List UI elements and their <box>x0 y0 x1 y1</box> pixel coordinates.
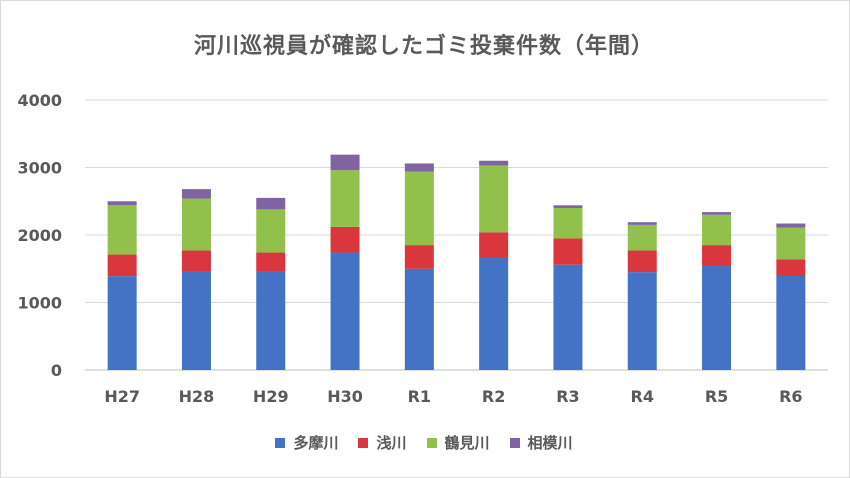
legend-label: 相模川 <box>527 434 573 452</box>
bar-4-H27 <box>107 201 137 206</box>
x-tick-label: H29 <box>253 387 289 406</box>
legend-swatch <box>358 437 369 448</box>
legend-item: 多摩川 <box>275 432 338 453</box>
bar-4-H30 <box>330 154 360 171</box>
bar-2-R4 <box>627 250 657 273</box>
bar-3-R2 <box>479 165 509 233</box>
bar-2-H28 <box>181 250 211 272</box>
legend-item: 相模川 <box>509 432 573 453</box>
legend-label: 多摩川 <box>293 434 339 452</box>
chart-legend: 多摩川 浅川 鶴見川 相模川 <box>0 432 848 453</box>
bar-4-R5 <box>702 212 732 215</box>
legend-label: 浅川 <box>376 434 407 452</box>
bar-3-H27 <box>107 205 137 255</box>
bar-3-R6 <box>776 227 806 260</box>
bar-1-R3 <box>553 264 583 370</box>
bar-2-R1 <box>404 245 434 269</box>
bar-2-H30 <box>330 226 360 253</box>
bar-4-R2 <box>479 160 509 166</box>
bar-4-H29 <box>256 197 286 210</box>
bar-2-H29 <box>256 252 286 272</box>
bar-4-H28 <box>181 189 211 199</box>
legend-swatch <box>426 437 437 448</box>
bar-1-R6 <box>776 275 806 370</box>
x-tick-label: H28 <box>179 387 215 406</box>
legend-swatch <box>509 437 520 448</box>
legend-label: 鶴見川 <box>444 434 490 452</box>
y-tick-label: 4000 <box>17 91 62 110</box>
y-tick-label: 3000 <box>17 159 62 178</box>
bar-4-R1 <box>404 163 434 172</box>
bar-3-R4 <box>627 224 657 251</box>
bar-3-R1 <box>404 171 434 246</box>
legend-item: 浅川 <box>358 432 407 453</box>
bar-1-R2 <box>479 257 509 370</box>
chart-title: 河川巡視員が確認したゴミ投棄件数（年間） <box>193 34 654 59</box>
bar-1-H29 <box>256 271 286 370</box>
bar-2-R5 <box>702 245 732 267</box>
bar-4-R4 <box>627 222 657 225</box>
bar-4-R3 <box>553 205 583 208</box>
bar-1-R5 <box>702 266 732 370</box>
bar-1-R4 <box>627 272 657 370</box>
bar-3-R5 <box>702 214 732 246</box>
bar-2-R2 <box>479 232 509 258</box>
bar-4-R6 <box>776 223 806 228</box>
x-tick-label: H27 <box>104 387 140 406</box>
legend-swatch <box>275 437 286 448</box>
x-tick-label: R5 <box>705 387 728 406</box>
bar-3-H29 <box>256 209 286 253</box>
x-tick-label: R4 <box>631 387 654 406</box>
x-tick-label: R1 <box>408 387 431 406</box>
bar-3-H28 <box>181 198 211 251</box>
bar-2-R3 <box>553 238 583 265</box>
bar-2-H27 <box>107 254 137 277</box>
y-tick-label: 2000 <box>17 226 62 245</box>
x-tick-label: H30 <box>327 387 363 406</box>
x-tick-label: R6 <box>779 387 802 406</box>
bar-1-H27 <box>107 276 137 370</box>
bar-3-R3 <box>553 208 583 239</box>
x-tick-label: R3 <box>556 387 579 406</box>
bar-3-H30 <box>330 170 360 227</box>
bar-1-H30 <box>330 252 360 370</box>
legend-item: 鶴見川 <box>426 432 490 453</box>
y-tick-label: 0 <box>51 361 62 380</box>
bar-1-H28 <box>181 271 211 370</box>
bar-2-R6 <box>776 259 806 276</box>
y-tick-label: 1000 <box>17 294 62 313</box>
bar-1-R1 <box>404 268 434 370</box>
x-tick-label: R2 <box>482 387 505 406</box>
